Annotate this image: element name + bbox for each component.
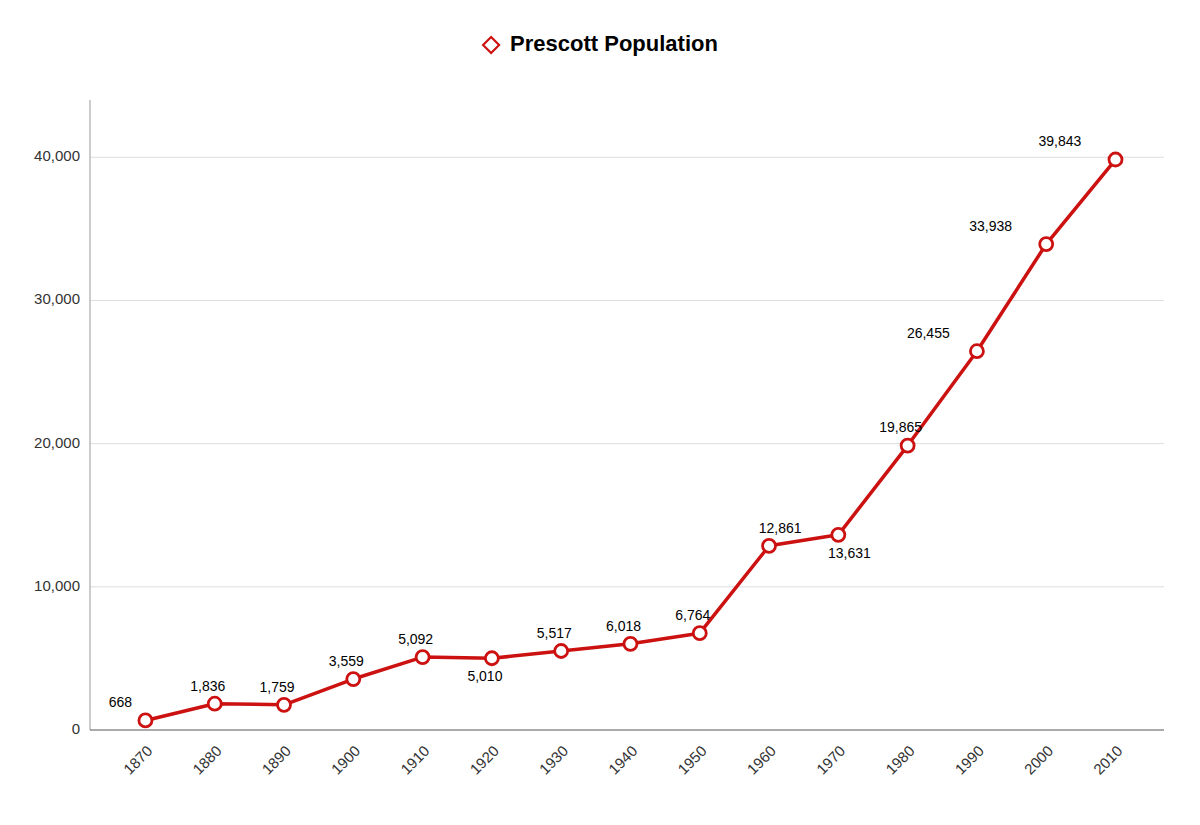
chart-svg: 0 10,000 20,000 30,000 40,000 1870 1880 1890 190… [0,0,1200,825]
data-label: 3,559 [329,653,364,669]
point-marker [347,673,360,686]
x-tick-label: 1990 [951,742,987,778]
chart-container: 0 10,000 20,000 30,000 40,000 1870 1880 1890 190… [0,0,1200,825]
grid-line [90,443,1164,444]
data-label: 12,861 [759,520,802,536]
y-tick-label: 40,000 [34,147,80,164]
y-tick-label: 0 [72,720,80,737]
data-label: 1,836 [190,678,225,694]
x-tick-label: 2010 [1090,742,1126,778]
y-tick-label: 10,000 [34,577,80,594]
x-tick-label: 1900 [328,742,364,778]
legend: Prescott Population [483,31,718,56]
data-labels: 668 1,836 1,759 3,559 5,092 5,010 5,517 6,018 6,… [109,133,1082,710]
x-tick-label: 1980 [882,742,918,778]
x-tick-label: 1950 [674,742,710,778]
grid-line [90,586,1164,587]
point-marker [278,698,291,711]
point-marker [208,697,221,710]
data-label: 33,938 [969,218,1012,234]
data-label: 13,631 [828,545,871,561]
data-label: 668 [109,694,133,710]
data-label: 5,010 [467,668,502,684]
legend-label: Prescott Population [510,31,718,56]
grid-line [90,157,1164,158]
point-marker [901,439,914,452]
y-axis-line [90,100,91,730]
data-label: 5,517 [537,625,572,641]
y-grid [90,157,1164,730]
y-tick-label: 20,000 [34,434,80,451]
point-marker [763,539,776,552]
x-axis-line [90,729,1164,730]
x-axis: 1870 1880 1890 1900 1910 1920 1930 1940 1950 1960… [90,730,1164,778]
data-label: 5,092 [398,631,433,647]
x-tick-label: 1960 [743,742,779,778]
series-group [139,153,1122,727]
x-tick-label: 1920 [466,742,502,778]
x-tick-label: 1890 [258,742,294,778]
y-tick-label: 30,000 [34,290,80,307]
data-label: 26,455 [907,325,950,341]
grid-line [90,300,1164,301]
data-label: 19,865 [879,419,922,435]
point-marker [693,627,706,640]
legend-marker [483,37,499,53]
x-tick-label: 1880 [189,742,225,778]
point-marker [555,645,568,658]
point-marker [970,345,983,358]
data-label: 39,843 [1039,133,1082,149]
x-tick-label: 1940 [605,742,641,778]
x-tick-label: 1970 [813,742,849,778]
x-tick-label: 2000 [1021,742,1057,778]
point-marker [832,528,845,541]
point-marker [485,652,498,665]
x-tick-label: 1930 [536,742,572,778]
x-tick-label: 1910 [397,742,433,778]
data-label: 1,759 [260,679,295,695]
point-marker [1109,153,1122,166]
y-axis: 0 10,000 20,000 30,000 40,000 [34,100,90,737]
point-marker [1040,238,1053,251]
point-marker [624,637,637,650]
x-tick-label: 1870 [120,742,156,778]
series-line [145,160,1115,721]
point-marker [139,714,152,727]
data-label: 6,764 [675,607,710,623]
point-marker [416,651,429,664]
grid-line [90,730,1164,731]
background [0,0,1200,825]
data-label: 6,018 [606,618,641,634]
